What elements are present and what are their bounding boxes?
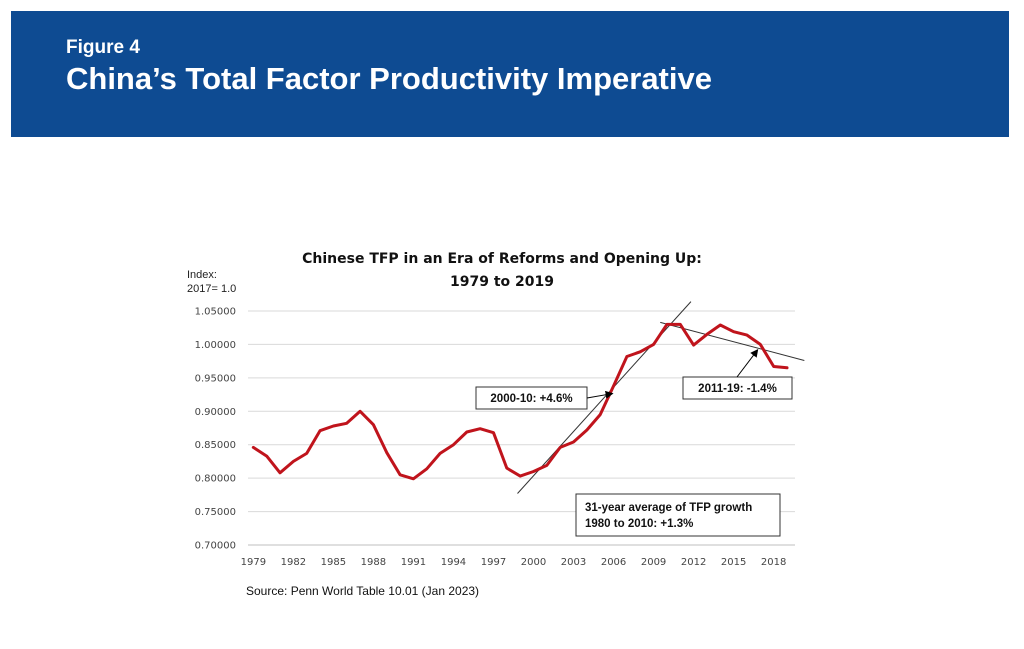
- data-point: [732, 330, 735, 333]
- data-point: [278, 471, 282, 474]
- y-tick-label: 0.90000: [195, 407, 236, 418]
- x-tick-label: 1988: [361, 557, 386, 568]
- data-point: [478, 427, 482, 430]
- data-point: [599, 413, 602, 416]
- annotation-box: [575, 493, 781, 537]
- x-tick-label: 2009: [641, 557, 666, 568]
- data-point: [545, 464, 549, 467]
- y-tick-label: 0.80000: [195, 474, 236, 485]
- data-point: [385, 451, 388, 454]
- annotation-2011-19: 2011-19: -1.4%: [682, 348, 793, 400]
- annotation-arrow: [586, 390, 614, 399]
- y-tick-labels: 0.70000 0.75000 0.80000 0.85000 0.90000 0.950…: [195, 307, 236, 552]
- data-point: [505, 466, 509, 470]
- annotation-text: 2011-19: -1.4%: [698, 383, 777, 395]
- y-axis-title-line2: 2017= 1.0: [187, 283, 236, 295]
- data-point: [518, 474, 522, 478]
- x-tick-label: 1979: [241, 557, 266, 568]
- annotation-2000-10: 2000-10: +4.6%: [475, 386, 614, 410]
- figure-title: China’s Total Factor Productivity Impera…: [66, 61, 712, 96]
- data-point: [585, 428, 589, 432]
- data-point: [292, 460, 295, 463]
- chart-title-line1: Chinese TFP in an Era of Reforms and Ope…: [302, 251, 702, 267]
- gridlines: [248, 310, 795, 513]
- annotation-average: 31-year average of TFP growth 1980 to 20…: [575, 493, 781, 537]
- annotation-arrow: [736, 348, 759, 378]
- data-point: [318, 429, 322, 432]
- y-tick-label: 1.05000: [195, 307, 236, 318]
- data-point: [412, 477, 415, 481]
- data-point: [785, 366, 789, 370]
- data-point: [679, 323, 682, 326]
- data-point: [492, 431, 495, 434]
- y-tick-label: 0.75000: [195, 507, 236, 518]
- annotation-text-line2: 1980 to 2010: +1.3%: [585, 518, 693, 530]
- data-point: [252, 446, 255, 449]
- chart-title-line2: 1979 to 2019: [450, 274, 554, 290]
- data-point: [639, 350, 642, 353]
- data-point: [372, 423, 375, 426]
- data-point: [705, 333, 709, 336]
- data-point: [332, 424, 335, 428]
- data-point: [759, 343, 762, 346]
- data-point: [625, 355, 629, 358]
- data-point: [692, 343, 695, 347]
- data-point: [532, 470, 535, 473]
- x-tick-label: 2000: [521, 557, 546, 568]
- data-point: [452, 443, 455, 446]
- x-tick-label: 1985: [321, 557, 346, 568]
- x-tick-label: 2012: [681, 557, 706, 568]
- data-point: [745, 333, 749, 337]
- y-tick-label: 0.70000: [195, 541, 236, 552]
- data-point: [719, 323, 722, 327]
- y-axis-title-line1: Index:: [187, 269, 217, 281]
- x-tick-label: 1982: [281, 557, 306, 568]
- data-point: [438, 452, 442, 455]
- y-tick-label: 0.95000: [195, 373, 236, 384]
- header-banner: [11, 11, 1009, 137]
- data-point: [652, 343, 655, 346]
- x-tick-label: 2015: [721, 557, 746, 568]
- x-tick-label: 1991: [401, 557, 426, 568]
- annotation-text-line1: 31-year average of TFP growth: [585, 502, 752, 514]
- data-point: [358, 410, 362, 413]
- data-point: [345, 422, 348, 425]
- source-note: Source: Penn World Table 10.01 (Jan 2023…: [246, 584, 479, 598]
- data-point: [465, 430, 468, 434]
- data-point: [425, 467, 428, 470]
- x-tick-label: 2006: [601, 557, 626, 568]
- x-tick-label: 2003: [561, 557, 586, 568]
- x-tick-labels: 1979 1982 1985 1988 1991 1994 1997 2000 2003 2006…: [241, 557, 787, 568]
- data-point: [572, 440, 575, 444]
- data-point: [265, 454, 268, 458]
- data-point: [558, 446, 562, 449]
- y-tick-label: 1.00000: [195, 340, 236, 351]
- data-point: [772, 365, 775, 368]
- figure-label: Figure 4: [66, 37, 140, 58]
- data-point: [612, 384, 615, 388]
- data-point: [398, 473, 402, 476]
- x-tick-label: 2018: [761, 557, 786, 568]
- y-tick-label: 0.85000: [195, 440, 236, 451]
- annotation-text: 2000-10: +4.6%: [490, 393, 572, 405]
- series-layer: [251, 322, 789, 481]
- x-tick-label: 1997: [481, 557, 506, 568]
- data-point: [665, 323, 669, 326]
- data-point: [305, 452, 308, 455]
- x-tick-label: 1994: [441, 557, 466, 568]
